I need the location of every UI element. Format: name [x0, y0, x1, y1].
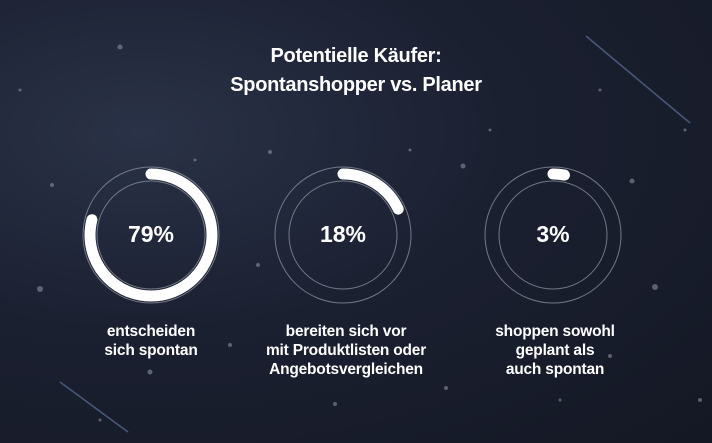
- caption-3: shoppen sowohl geplant als auch spontan: [450, 322, 660, 379]
- star-dot: [268, 150, 272, 154]
- star-dot: [18, 88, 22, 92]
- percent-label-3: 3%: [536, 221, 569, 247]
- star-dot: [652, 284, 658, 290]
- chart-title-line-1: Potentielle Käufer:: [270, 45, 442, 67]
- ring-track-outer-2: [274, 166, 412, 304]
- caption-3-line-3: auch spontan: [505, 361, 605, 378]
- star-dot: [444, 386, 448, 390]
- caption-1: entscheiden sich spontan: [46, 322, 256, 360]
- star-dot: [608, 354, 612, 358]
- ring-track-inner-3: [498, 180, 608, 290]
- ring-track-inner-1: [96, 180, 206, 290]
- star-dot: [228, 343, 232, 347]
- star-dot: [333, 402, 337, 406]
- caption-2-line-1: bereiten sich vor: [285, 323, 407, 340]
- caption-3-line-2: geplant als: [515, 342, 595, 359]
- percent-label-2: 18%: [320, 221, 366, 247]
- caption-2: bereiten sich vor mit Produktlisten oder…: [241, 322, 451, 379]
- caption-2-line-3: Angebotsvergleichen: [269, 361, 423, 378]
- star-dot: [558, 398, 562, 402]
- ring-track-outer-3: [484, 166, 622, 304]
- star-dot: [698, 398, 702, 402]
- star-dot: [460, 163, 466, 169]
- ring-arc-1: [84, 168, 218, 302]
- caption-3-line-1: shoppen sowohl: [495, 323, 615, 340]
- light-streak: [585, 35, 691, 124]
- star-dot: [37, 286, 43, 292]
- star-dot: [598, 88, 602, 92]
- light-streak: [59, 381, 129, 433]
- star-dot: [147, 369, 153, 375]
- caption-1-line-2: sich spontan: [104, 342, 198, 359]
- star-dot: [256, 263, 260, 267]
- caption-2-line-2: mit Produktlisten oder: [265, 342, 427, 359]
- star-dot: [117, 44, 123, 50]
- star-dot: [683, 128, 687, 132]
- caption-1-line-1: entscheiden: [106, 323, 196, 340]
- star-dot: [193, 158, 197, 162]
- star-dot: [378, 350, 382, 354]
- star-dot: [50, 183, 54, 187]
- ring-arc-3: [486, 168, 620, 302]
- ring-track-outer-1: [82, 166, 220, 304]
- ring-track-inner-2: [288, 180, 398, 290]
- star-dot: [408, 148, 412, 152]
- chart-title-line-2: Spontanshopper vs. Planer: [230, 74, 482, 96]
- percent-label-1: 79%: [128, 221, 174, 247]
- star-dot: [629, 178, 635, 184]
- star-dot: [98, 418, 102, 422]
- ring-arc-2: [276, 168, 410, 302]
- chart-title: Potentielle Käufer: Spontanshopper vs. P…: [0, 42, 712, 100]
- star-dot: [488, 128, 492, 132]
